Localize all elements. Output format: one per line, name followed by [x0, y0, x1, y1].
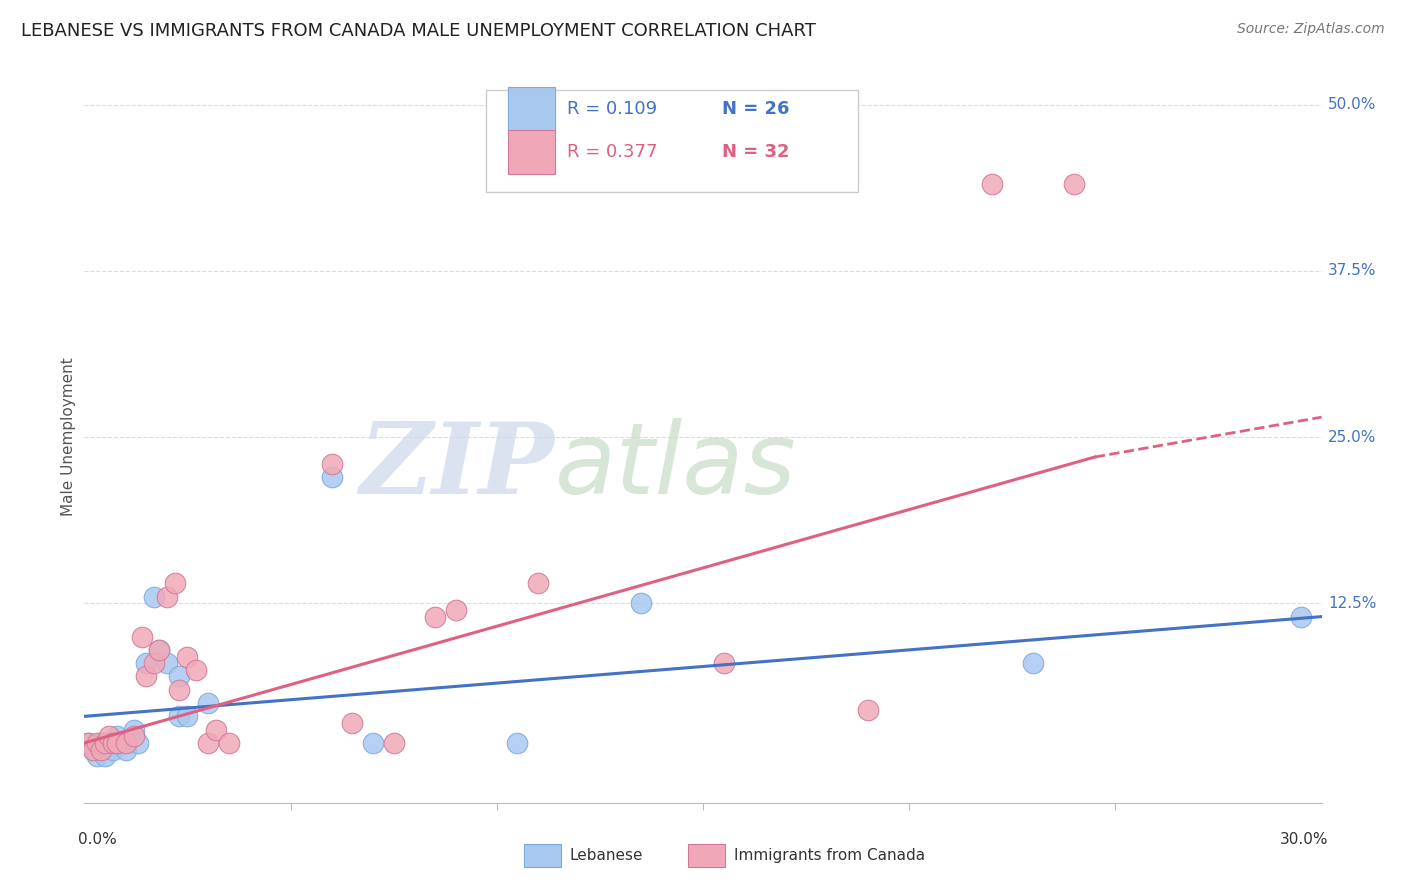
Text: 25.0%: 25.0% — [1327, 430, 1376, 444]
Point — [135, 656, 157, 670]
Point — [167, 669, 190, 683]
Point — [321, 470, 343, 484]
Point — [90, 742, 112, 756]
Y-axis label: Male Unemployment: Male Unemployment — [60, 358, 76, 516]
Point — [1289, 609, 1312, 624]
Point — [143, 590, 166, 604]
Point — [77, 736, 100, 750]
Text: R = 0.109: R = 0.109 — [567, 101, 657, 119]
FancyBboxPatch shape — [508, 130, 554, 174]
Point — [342, 716, 364, 731]
Point — [131, 630, 153, 644]
Point — [176, 709, 198, 723]
Point — [86, 749, 108, 764]
Point — [218, 736, 240, 750]
Point — [176, 649, 198, 664]
Text: 37.5%: 37.5% — [1327, 263, 1376, 278]
Text: N = 26: N = 26 — [721, 101, 789, 119]
Point — [506, 736, 529, 750]
Point — [167, 682, 190, 697]
Point — [98, 729, 121, 743]
Point — [94, 749, 117, 764]
Point — [197, 696, 219, 710]
Text: 12.5%: 12.5% — [1327, 596, 1376, 611]
Point — [148, 643, 170, 657]
Point — [165, 576, 187, 591]
Text: 50.0%: 50.0% — [1327, 97, 1376, 112]
Point — [105, 736, 128, 750]
Point — [122, 729, 145, 743]
Point — [114, 742, 136, 756]
Point — [127, 736, 149, 750]
Point — [110, 736, 132, 750]
Point — [105, 729, 128, 743]
Text: Lebanese: Lebanese — [569, 848, 643, 863]
FancyBboxPatch shape — [688, 844, 725, 867]
Point — [103, 742, 125, 756]
Text: R = 0.377: R = 0.377 — [567, 144, 658, 161]
Point — [527, 576, 550, 591]
Point — [167, 709, 190, 723]
Point — [94, 736, 117, 750]
Point — [382, 736, 405, 750]
Point — [143, 656, 166, 670]
Text: ZIP: ZIP — [360, 418, 554, 515]
Point — [361, 736, 384, 750]
Point — [856, 703, 879, 717]
Point — [90, 736, 112, 750]
Text: Immigrants from Canada: Immigrants from Canada — [734, 848, 925, 863]
Text: 30.0%: 30.0% — [1279, 832, 1327, 847]
Point — [156, 656, 179, 670]
Point — [156, 590, 179, 604]
Point — [114, 736, 136, 750]
Point — [98, 736, 121, 750]
Point — [197, 736, 219, 750]
Point — [122, 723, 145, 737]
Point — [82, 742, 104, 756]
Point — [444, 603, 467, 617]
Point — [321, 457, 343, 471]
Point — [86, 736, 108, 750]
FancyBboxPatch shape — [523, 844, 561, 867]
Point — [713, 656, 735, 670]
Text: N = 32: N = 32 — [721, 144, 789, 161]
Point — [184, 663, 207, 677]
Point — [1063, 178, 1085, 192]
FancyBboxPatch shape — [508, 87, 554, 131]
Point — [103, 736, 125, 750]
Point — [630, 596, 652, 610]
Point — [205, 723, 228, 737]
Point — [82, 742, 104, 756]
Point — [77, 736, 100, 750]
Point — [135, 669, 157, 683]
Point — [1022, 656, 1045, 670]
Text: 0.0%: 0.0% — [79, 832, 117, 847]
FancyBboxPatch shape — [486, 90, 858, 192]
Point — [423, 609, 446, 624]
Text: LEBANESE VS IMMIGRANTS FROM CANADA MALE UNEMPLOYMENT CORRELATION CHART: LEBANESE VS IMMIGRANTS FROM CANADA MALE … — [21, 22, 815, 40]
Point — [148, 643, 170, 657]
Text: atlas: atlas — [554, 417, 796, 515]
Point — [980, 178, 1002, 192]
Text: Source: ZipAtlas.com: Source: ZipAtlas.com — [1237, 22, 1385, 37]
